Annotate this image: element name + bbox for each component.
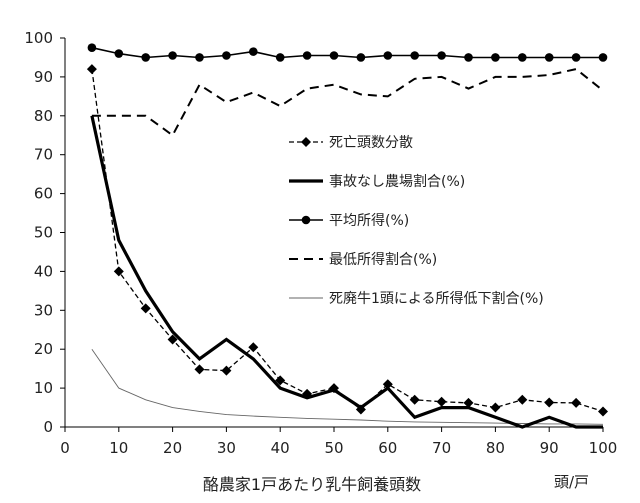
series-line — [91, 46, 603, 59]
x-tick-label: 90 — [540, 439, 559, 457]
data-point — [490, 402, 501, 413]
y-tick-label: 100 — [24, 29, 53, 47]
y-tick-label: 10 — [34, 379, 53, 397]
x-axis-title: 酪農家1戸あたり乳牛飼養頭数 — [203, 475, 421, 494]
x-tick-label: 30 — [217, 439, 236, 457]
data-point — [221, 365, 232, 376]
axes: 0 10 20 30 40 50 60 70 80 90 100 0 10 20 30 40 50 60 70 80 9… — [24, 29, 617, 457]
y-tick-label: 40 — [34, 262, 53, 280]
x-tick-label: 20 — [163, 439, 182, 457]
data-point — [275, 53, 285, 62]
data-point — [464, 53, 473, 62]
data-point — [113, 266, 124, 277]
data-point — [518, 53, 527, 62]
legend-marker — [301, 215, 311, 225]
data-point — [356, 53, 366, 62]
data-point — [302, 388, 313, 399]
data-point — [517, 394, 528, 405]
data-point — [437, 51, 446, 60]
x-tick-label: 100 — [589, 439, 618, 457]
data-point — [86, 64, 97, 75]
data-point — [248, 342, 259, 353]
y-tick-label: 90 — [34, 68, 53, 86]
legend-label: 事故なし農場割合(%) — [329, 173, 465, 190]
data-point — [410, 51, 420, 60]
data-point — [598, 406, 608, 417]
data-point — [571, 397, 582, 408]
data-point — [167, 334, 178, 345]
x-tick-label: 0 — [60, 439, 70, 457]
data-point — [194, 364, 205, 375]
series-line — [91, 69, 604, 413]
series-layer — [86, 43, 608, 429]
legend-label: 死亡頭数分散 — [329, 135, 413, 151]
data-point — [544, 53, 554, 62]
data-point — [491, 53, 500, 62]
y-tick-label: 70 — [34, 146, 53, 164]
series-4 — [91, 68, 604, 137]
x-tick-label: 60 — [378, 439, 397, 457]
y-tick-label: 80 — [34, 107, 53, 125]
data-point — [544, 397, 555, 408]
data-point — [409, 394, 420, 405]
data-point — [383, 51, 393, 60]
data-point — [87, 43, 97, 53]
data-point — [302, 51, 312, 60]
y-tick-label: 60 — [34, 185, 53, 203]
x-tick-label: 40 — [271, 439, 290, 457]
data-point — [436, 396, 447, 407]
series-2 — [90, 115, 603, 429]
x-tick-label: 10 — [109, 439, 128, 457]
legend-label: 最低所得割合(%) — [329, 251, 437, 268]
series-line — [91, 348, 604, 425]
data-point — [114, 49, 124, 58]
x-tick-label: 80 — [486, 439, 505, 457]
series-3 — [87, 43, 608, 62]
series-line — [91, 68, 604, 137]
data-point — [140, 303, 151, 314]
x-tick-label: 70 — [432, 439, 451, 457]
legend-marker — [301, 137, 311, 147]
legend-label: 死廃牛1頭による所得低下割合(%) — [329, 290, 544, 307]
data-point — [195, 53, 204, 62]
series-line — [90, 115, 603, 429]
data-point — [571, 53, 581, 62]
y-tick-label: 0 — [43, 418, 53, 436]
x-axis-unit: 頭/戸 — [554, 473, 589, 491]
data-point — [329, 383, 339, 394]
y-tick-label: 30 — [34, 301, 53, 319]
data-point — [168, 51, 177, 60]
x-tick-label: 50 — [324, 439, 343, 457]
data-point — [141, 53, 150, 62]
data-point — [329, 51, 339, 60]
data-point — [463, 397, 474, 408]
data-point — [598, 53, 608, 62]
data-point — [355, 404, 366, 415]
legend-label: 平均所得(%) — [329, 212, 409, 229]
data-point — [275, 375, 286, 386]
series-5 — [91, 348, 604, 425]
y-tick-label: 20 — [34, 340, 53, 358]
y-tick-label: 50 — [34, 224, 53, 242]
data-point — [222, 51, 231, 60]
series-1 — [86, 64, 608, 417]
data-point — [249, 47, 258, 56]
data-point — [382, 379, 393, 390]
